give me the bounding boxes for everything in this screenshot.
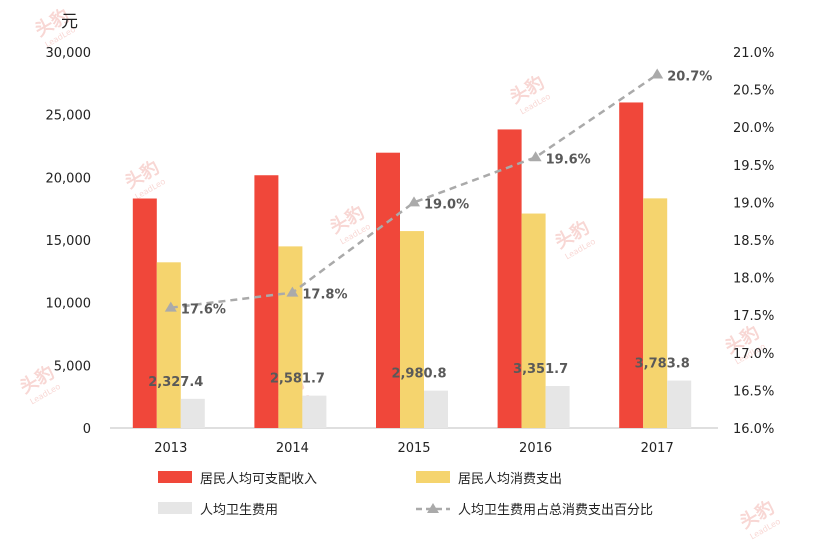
legend-item: 人均卫生费用占总消费支出百分比 [416,503,653,518]
percent-line-marker [529,151,542,162]
legend-label: 居民人均可支配收入 [200,472,317,487]
y-left-unit-label: 元 [61,12,78,32]
y-left-tick-label: 5,000 [54,359,91,374]
bar-consumption [643,198,668,428]
x-tick-label: 2016 [519,441,552,456]
percent-line-marker [408,196,420,207]
percent-line-marker [286,286,299,297]
y-right-tick-label: 16.0% [733,422,774,437]
y-right-tick-label: 20.0% [733,121,774,136]
bar-income [619,102,644,428]
bar-health-cost [302,395,327,428]
y-right-tick-label: 19.0% [733,196,774,211]
y-right-tick-label: 18.5% [733,234,774,249]
bar-data-label: 2,327.4 [148,375,203,390]
legend-swatch [158,471,192,483]
y-right-tick-label: 17.0% [733,347,774,362]
y-right-tick-label: 18.0% [733,272,774,287]
bar-health-cost [180,398,205,428]
bar-health-cost [667,380,692,428]
legend-label: 人均卫生费用占总消费支出百分比 [458,503,653,518]
bar-consumption [400,231,424,428]
y-right-tick-label: 16.5% [733,384,774,399]
line-data-labels: 17.6% 17.8% 19.0% 19.6% 20.7% [181,70,713,318]
bar-income [376,152,400,428]
y-left-tick-label: 20,000 [46,171,92,186]
legend-label: 居民人均消费支出 [458,472,562,487]
bar-health-cost [424,390,448,428]
y-right-tick-label: 19.5% [733,159,774,174]
legend-item: 居民人均可支配收入 [158,471,317,487]
x-tick-label: 2013 [154,441,187,456]
x-tick-label: 2017 [641,441,674,456]
y-right-tick-label: 17.5% [733,309,774,324]
line-data-label: 20.7% [667,70,712,85]
bar-consumption [156,262,181,428]
bar-income [497,129,522,428]
y-left-tick-label: 25,000 [46,109,92,124]
line-data-label: 17.6% [181,303,226,318]
percent-line-marker [651,68,664,79]
line-data-label: 19.0% [424,197,469,212]
x-tick-label: 2015 [397,441,430,456]
legend-swatch [416,471,450,483]
legend-swatch [158,502,192,514]
line-series [164,68,664,312]
bar-income [132,198,157,428]
bars [132,102,692,428]
bar-consumption [521,213,546,428]
bar-health-cost [545,385,570,428]
bar-data-labels: 2,327.4 2,581.7 2,980.8 3,351.7 3,783.8 [148,357,690,390]
y-left-ticks: 0 5,000 10,000 15,000 20,000 25,000 30,000 [46,46,92,437]
bar-income [254,175,279,428]
y-right-ticks: 16.0% 16.5% 17.0% 17.5% 18.0% 18.5% 19.0% 19.5%… [733,46,774,437]
x-ticks: 2013 2014 2015 2016 2017 [154,441,673,456]
bar-data-label: 2,581.7 [270,372,325,387]
legend-item: 居民人均消费支出 [416,471,562,487]
bar-consumption [278,246,303,428]
legend-item: 人均卫生费用 [158,502,278,518]
bar-data-label: 2,980.8 [391,367,446,382]
y-right-tick-label: 21.0% [733,46,774,61]
legend-swatch-marker [427,503,439,513]
x-tick-label: 2014 [276,441,309,456]
y-left-tick-label: 10,000 [46,297,92,312]
y-right-tick-label: 20.5% [733,84,774,99]
y-left-tick-label: 30,000 [46,46,92,61]
percent-line-marker [164,301,177,312]
line-data-label: 17.8% [302,288,347,303]
y-left-tick-label: 15,000 [46,234,92,249]
bar-data-label: 3,783.8 [635,357,690,372]
bar-data-label: 3,351.7 [513,362,568,377]
legend-label: 人均卫生费用 [200,503,278,518]
line-data-label: 19.6% [546,152,591,167]
y-left-tick-label: 0 [83,422,91,437]
